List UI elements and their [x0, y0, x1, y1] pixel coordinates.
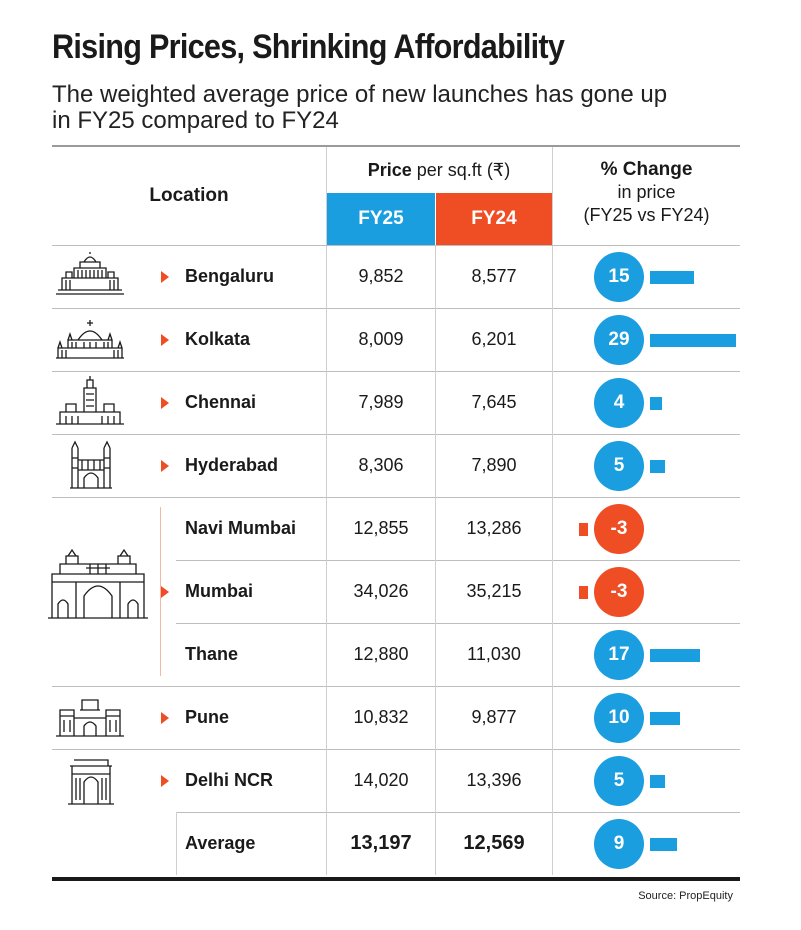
fy24-value: 13,396 — [466, 770, 522, 790]
change-bar — [650, 333, 736, 347]
change-bar — [650, 396, 662, 410]
row-marker-arrow — [161, 271, 169, 283]
row-marker-arrow — [161, 712, 169, 724]
fy24-value: 9,877 — [471, 707, 517, 727]
header-divider — [52, 245, 740, 246]
india-gate-icon — [68, 759, 114, 805]
mumbai-group-bracket — [160, 507, 161, 676]
change-circle: 15 — [594, 251, 644, 302]
chart-subtitle: The weighted average price of new launch… — [52, 81, 668, 134]
fy25-value: 8,009 — [358, 329, 404, 349]
fy24-value: 13,286 — [466, 518, 522, 538]
header-change-title: % Change — [600, 159, 693, 180]
change-circle: 9 — [594, 818, 644, 869]
fy25-value: 12,855 — [353, 518, 409, 538]
row-divider — [176, 623, 740, 624]
row-marker-arrow — [161, 334, 169, 346]
location-label: Pune — [185, 707, 230, 727]
change-circle: 4 — [594, 377, 644, 428]
row-divider — [52, 308, 740, 309]
change-bar — [650, 774, 665, 788]
header-change-sub1: in price — [617, 182, 676, 202]
fy25-value: 12,880 — [353, 644, 409, 664]
change-circle: -3 — [594, 566, 644, 617]
column-divider — [435, 245, 436, 875]
header-change-sub2: (FY25 vs FY24) — [583, 205, 710, 225]
vidhana-soudha-icon — [56, 252, 124, 295]
location-label: Delhi NCR — [185, 770, 274, 790]
fy24-value: 6,201 — [471, 329, 517, 349]
row-divider — [52, 497, 740, 498]
location-label: Mumbai — [185, 581, 254, 601]
column-divider — [552, 147, 553, 875]
charminar-icon — [70, 440, 112, 489]
average-divider — [176, 812, 177, 875]
location-label: Bengaluru — [185, 266, 275, 286]
change-bar — [579, 522, 588, 536]
change-circle: -3 — [594, 503, 644, 554]
row-divider — [52, 434, 740, 435]
header-price-unit: per sq.ft (₹) — [411, 160, 511, 180]
fy24-value: 7,890 — [471, 455, 517, 475]
fy25-value: 7,989 — [358, 392, 404, 412]
bottom-rule — [52, 877, 740, 881]
chennai-central-icon — [56, 376, 124, 425]
column-divider — [326, 147, 327, 875]
change-bar — [650, 711, 680, 725]
location-label: Navi Mumbai — [185, 518, 297, 538]
header-fy24: FY24 — [436, 193, 552, 245]
header-price-bold: Price — [367, 160, 412, 180]
victoria-memorial-icon — [56, 320, 124, 359]
fy25-value: 14,020 — [353, 770, 409, 790]
shaniwar-wada-icon — [56, 699, 124, 737]
fy25-value: 10,832 — [353, 707, 409, 727]
fy25-value: 8,306 — [358, 455, 404, 475]
row-marker-arrow — [161, 397, 169, 409]
fy24-value: 11,030 — [467, 644, 521, 664]
fy25-value: 9,852 — [358, 266, 404, 286]
header-change: % Change in price (FY25 vs FY24) — [553, 158, 740, 227]
row-marker-arrow — [161, 586, 169, 598]
row-divider — [176, 812, 740, 813]
row-marker-arrow — [161, 460, 169, 472]
source-note: Source: PropEquity — [638, 890, 733, 902]
header-location: Location — [149, 185, 229, 206]
change-bar — [579, 585, 588, 599]
row-divider — [52, 371, 740, 372]
location-label: Hyderabad — [185, 455, 279, 475]
change-circle: 29 — [594, 314, 644, 365]
fy24-value: 8,577 — [471, 266, 517, 286]
location-label: Chennai — [185, 392, 257, 412]
change-circle: 5 — [594, 440, 644, 491]
row-divider — [52, 749, 740, 750]
change-circle: 10 — [594, 692, 644, 743]
location-label: Kolkata — [185, 329, 251, 349]
average-label: Average — [185, 833, 256, 853]
chart-title: Rising Prices, Shrinking Affordability — [52, 28, 565, 66]
fy24-value: 12,569 — [463, 832, 525, 854]
header-fy25: FY25 — [327, 193, 435, 245]
change-bar — [650, 459, 665, 473]
change-bar — [650, 648, 701, 662]
fy25-value: 13,197 — [350, 832, 412, 854]
fy24-value: 35,215 — [466, 581, 522, 601]
top-rule — [52, 145, 740, 147]
fy24-value: 7,645 — [471, 392, 517, 412]
gateway-of-india-icon — [48, 548, 148, 619]
change-bar — [650, 270, 695, 284]
row-marker-arrow — [161, 775, 169, 787]
row-divider — [176, 560, 740, 561]
change-bar — [650, 837, 677, 851]
change-circle: 5 — [594, 755, 644, 806]
location-label: Thane — [185, 644, 239, 664]
change-circle: 17 — [594, 629, 644, 680]
header-price: Price per sq.ft (₹) — [327, 160, 551, 181]
row-divider — [52, 686, 740, 687]
fy25-value: 34,026 — [353, 581, 409, 601]
